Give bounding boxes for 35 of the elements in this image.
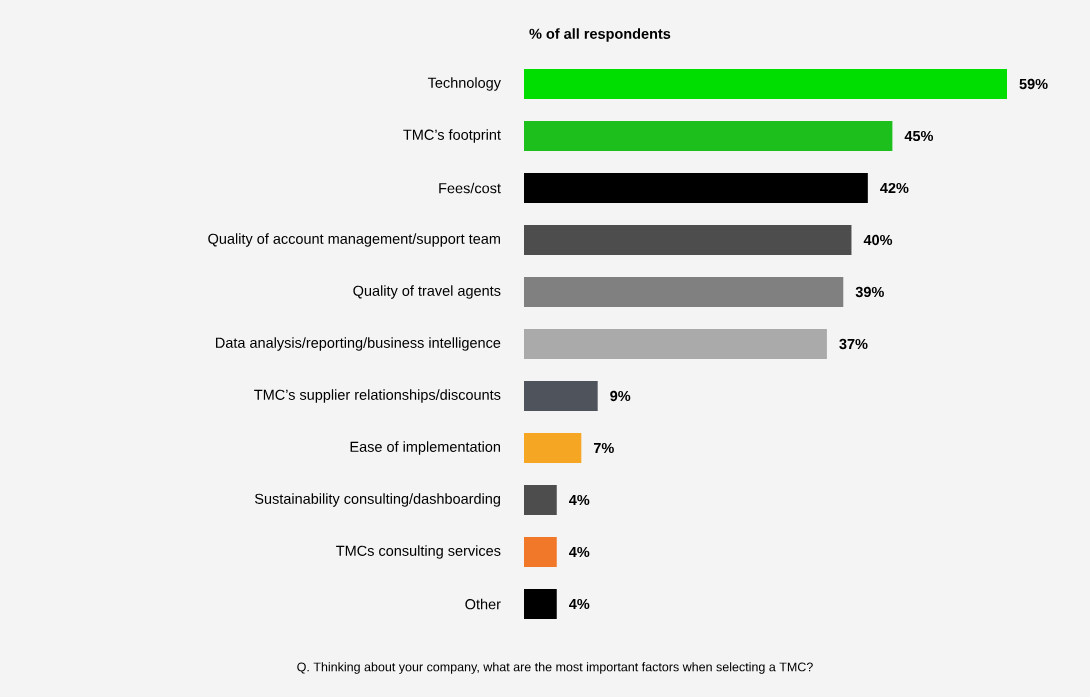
bar [524, 173, 868, 203]
y-tick-label: Technology [427, 77, 501, 91]
y-tick-label: TMCs consulting services [336, 545, 501, 559]
y-tick-label: TMC’s supplier relationships/discounts [254, 389, 501, 403]
bar [524, 485, 557, 515]
chart-title: % of all respondents [529, 28, 671, 42]
bar [524, 329, 827, 359]
bar [524, 589, 557, 620]
data-label: 7% [593, 442, 614, 454]
data-label: 59% [1019, 78, 1048, 90]
bar [524, 433, 582, 463]
text: Q. Thinking about your company, what are the most important factors when selecting a TMC? [297, 662, 813, 674]
y-tick-label: Quality of account management/support team [208, 233, 500, 247]
bar [524, 121, 893, 151]
y-tick-label: Quality of travel agents [353, 285, 501, 299]
bar [524, 381, 598, 411]
bar [524, 69, 1007, 99]
data-label: 40% [863, 234, 893, 246]
data-label: 4% [569, 598, 590, 610]
bar [524, 277, 844, 307]
bar [524, 225, 852, 255]
data-label: 42% [880, 182, 909, 194]
y-tick-label: Fees/cost [439, 182, 501, 194]
data-label: 9% [610, 390, 631, 402]
data-label: 39% [855, 286, 884, 298]
data-label: 37% [839, 338, 868, 350]
y-tick-label: Ease of implementation [350, 441, 500, 455]
y-tick-label: Data analysis/reporting/business intelligence [216, 337, 501, 351]
y-tick-label: Other [465, 598, 501, 610]
data-label: 4% [569, 494, 590, 506]
y-tick-label: TMC’s footprint [403, 129, 501, 143]
data-label: 4% [569, 546, 590, 558]
bar [524, 537, 557, 567]
y-tick-label: Sustainability consulting/dashboarding [254, 493, 500, 507]
data-label: 45% [904, 130, 934, 142]
